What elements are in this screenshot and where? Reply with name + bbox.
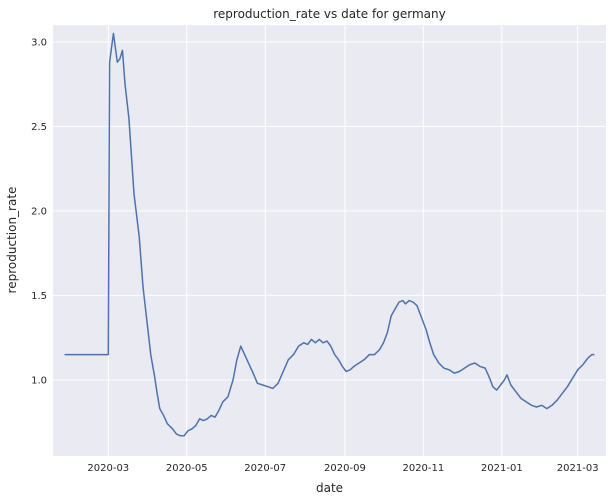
y-axis-label: reproduction_rate <box>5 187 19 294</box>
y-tick-label: 3.0 <box>31 37 47 48</box>
x-axis-label: date <box>316 481 343 495</box>
series-line <box>64 32 595 437</box>
y-tick-label: 1.5 <box>31 291 47 302</box>
y-tick-label: 1.0 <box>31 375 47 386</box>
chart-title: reproduction_rate vs date for germany <box>213 7 446 21</box>
x-tick-label: 2020-11 <box>402 463 444 474</box>
y-tick-label: 2.5 <box>31 122 47 133</box>
series-layer <box>64 32 595 437</box>
tick-layer: 2020-03 2020-05 2020-07 2020-09 2020-11 2021-… <box>31 37 599 474</box>
x-tick-label: 2021-03 <box>557 463 599 474</box>
x-tick-label: 2020-05 <box>166 463 208 474</box>
y-tick-label: 2.0 <box>31 206 47 217</box>
x-tick-label: 2020-07 <box>244 463 286 474</box>
x-tick-label: 2020-09 <box>324 463 366 474</box>
x-tick-label: 2020-03 <box>87 463 129 474</box>
grid-layer <box>53 25 606 456</box>
x-tick-label: 2021-01 <box>481 463 523 474</box>
plot-background <box>53 25 606 456</box>
